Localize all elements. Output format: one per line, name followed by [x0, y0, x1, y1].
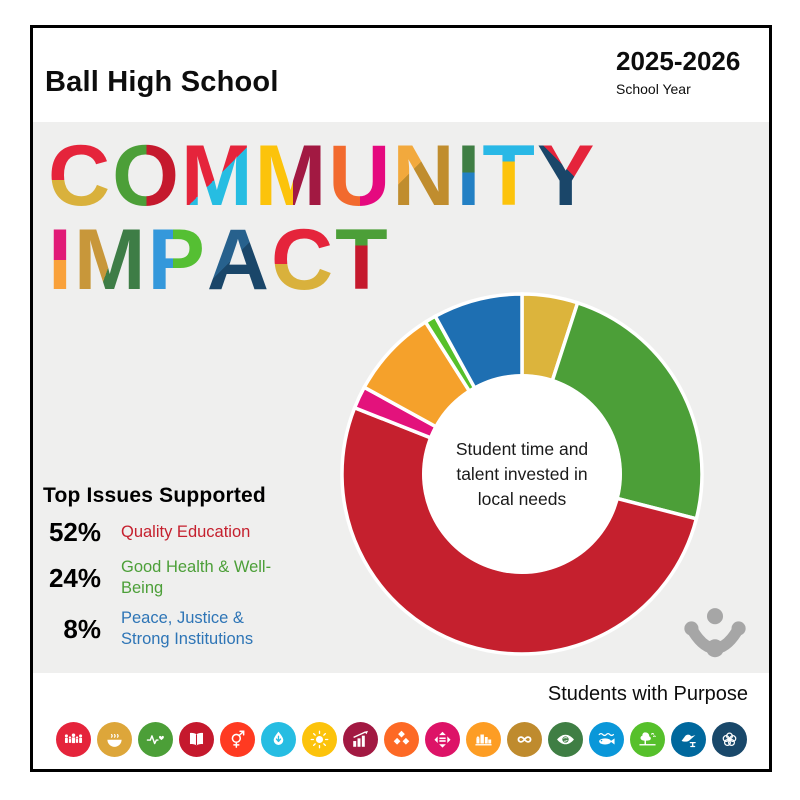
donut-hole: [422, 374, 622, 574]
donut-center-label: Student time and talent invested in local …: [417, 437, 627, 512]
title-letter-o: O: [112, 128, 182, 224]
title-letter-c: C: [48, 128, 113, 224]
no-poverty-glyph: [64, 733, 82, 744]
top-issues-heading: Top Issues Supported: [43, 484, 266, 507]
sustainable-cities-and-communities-glyph: [474, 734, 492, 746]
title-letter-y: Y: [536, 128, 597, 224]
school-year-block: 2025-2026 School Year: [616, 46, 740, 97]
decent-work-and-economic-growth-glyph: [352, 730, 368, 747]
sdg-icon-good-health-and-well-being: [137, 722, 173, 757]
issue-percent: 24%: [48, 562, 101, 593]
good-health-and-well-being-glyph: [146, 735, 164, 745]
issue-label: Good Health & Well-Being: [121, 558, 272, 597]
sdg-icon-no-poverty: [55, 722, 91, 757]
issue-percent: 52%: [48, 517, 101, 547]
title-letter-n: N: [392, 128, 457, 224]
issue-label: Quality Education: [121, 523, 251, 541]
issue-row-1: 52% Quality Education: [43, 517, 363, 548]
gender-equality-glyph: [231, 730, 244, 748]
climate-action-glyph: [556, 734, 574, 745]
title-letter-p: P: [147, 212, 207, 308]
responsible-consumption-and-production-glyph: [517, 736, 531, 743]
tagline: Students with Purpose: [547, 683, 748, 705]
sdg-icon-industry-innovation-and-infrastructure: [383, 722, 419, 757]
title-line-2: IMPACT: [48, 212, 596, 308]
clean-water-and-sanitation-glyph: [273, 731, 283, 745]
school-year-value: 2025-2026: [616, 46, 741, 76]
poster-card: Ball High School 2025-2026 School Year C…: [30, 25, 772, 772]
sdg-icon-gender-equality: [219, 722, 255, 757]
title-letter-i: I: [456, 128, 483, 224]
peace-justice-and-strong-institutions-glyph: [681, 734, 696, 748]
sdg-icon-decent-work-and-economic-growth: [342, 722, 378, 757]
title-letter-m: M: [254, 128, 329, 224]
title-letter-c: C: [271, 212, 336, 308]
quality-education-glyph: [189, 732, 203, 746]
sdg-icon-zero-hunger: [96, 722, 132, 757]
sdg-icon-clean-water-and-sanitation: [260, 722, 296, 757]
industry-innovation-and-infrastructure-glyph: [393, 730, 409, 745]
title-line-1: COMMUNITY: [48, 128, 597, 224]
top-issues-list: 52% Quality Education 24% Good Health & Wel…: [43, 517, 363, 650]
logo-shape: [684, 608, 746, 658]
title-letter-t: T: [482, 128, 537, 224]
title-letter-u: U: [328, 128, 393, 224]
issue-row-2: 24% Good Health & Well-Being: [43, 557, 363, 599]
donut-center-label-line: local needs: [477, 489, 567, 509]
donut-center-label-line: talent invested in: [456, 464, 588, 484]
partnerships-for-the-goals-glyph: [722, 732, 736, 746]
sdg-icon-quality-education: [178, 722, 214, 757]
life-on-land-glyph: [638, 732, 656, 746]
sdg-icon-row: [33, 722, 769, 757]
sdg-icon-climate-action: [547, 722, 583, 757]
issue-percent: 8%: [63, 613, 101, 644]
title-letter-i: I: [48, 212, 74, 308]
sdg-icon-affordable-and-clean-energy: [301, 722, 337, 757]
sdg-icon-life-below-water: [588, 722, 624, 757]
students-with-purpose-logo-icon: [684, 608, 746, 658]
school-name: Ball High School: [45, 66, 279, 98]
community-impact-title: COMMUNITY IMPACT: [48, 128, 597, 308]
top-issues-section: Top Issues Supported 52% Quality Educatio…: [43, 484, 363, 650]
donut-center-label-line: Student time and: [455, 439, 589, 459]
zero-hunger-glyph: [106, 733, 122, 747]
sdg-icon-partnerships-for-the-goals: [711, 722, 747, 757]
school-year-label: School Year: [616, 81, 691, 97]
donut-chart: [340, 292, 704, 656]
life-below-water-glyph: [598, 733, 615, 745]
affordable-and-clean-energy-glyph: [310, 730, 328, 749]
issue-label: Peace, Justice & Strong Institutions: [121, 609, 254, 648]
sdg-icon-responsible-consumption-and-production: [506, 722, 542, 757]
title-letter-m: M: [73, 212, 148, 308]
reduced-inequalities-glyph: [433, 731, 451, 748]
sdg-icon-sustainable-cities-and-communities: [465, 722, 501, 757]
title-letter-a: A: [206, 212, 272, 308]
issue-row-3: 8% Peace, Justice & Strong Institutions: [43, 608, 363, 650]
title-letter-m: M: [181, 128, 255, 224]
title-letter-t: T: [335, 212, 390, 308]
sdg-icon-reduced-inequalities: [424, 722, 460, 757]
sdg-icon-peace-justice-and-strong-institutions: [670, 722, 706, 757]
sdg-icon-life-on-land: [629, 722, 665, 757]
